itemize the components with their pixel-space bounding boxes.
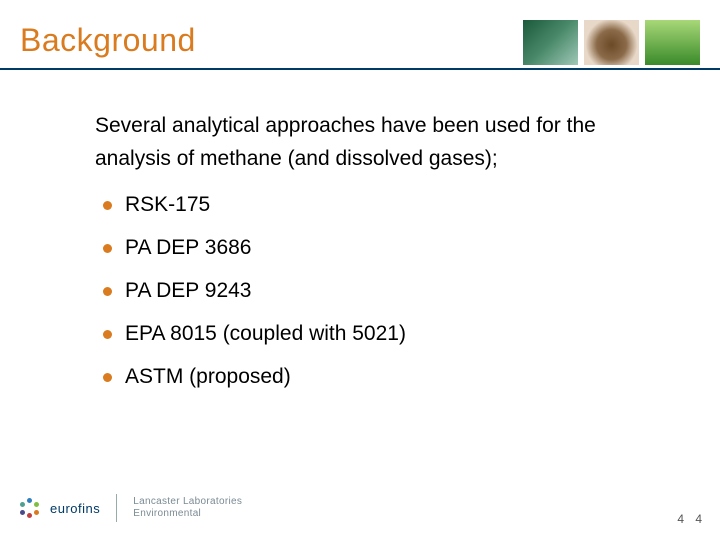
footer-divider xyxy=(116,494,117,522)
list-item: PA DEP 3686 xyxy=(95,236,635,260)
footer-subtext: Lancaster Laboratories Environmental xyxy=(133,496,242,521)
page-number-left: 4 xyxy=(677,512,684,526)
list-item: RSK-175 xyxy=(95,193,635,217)
thumb-grass xyxy=(645,20,700,65)
footer-sub-line2: Environmental xyxy=(133,508,242,521)
footer-sub-line1: Lancaster Laboratories xyxy=(133,496,242,509)
slide-body: Several analytical approaches have been … xyxy=(95,110,635,408)
list-item: PA DEP 9243 xyxy=(95,279,635,303)
footer-logo: eurofins Lancaster Laboratories Environm… xyxy=(20,494,242,522)
bullet-list: RSK-175 PA DEP 3686 PA DEP 9243 EPA 8015… xyxy=(95,193,635,389)
page-title: Background xyxy=(20,22,196,59)
intro-text: Several analytical approaches have been … xyxy=(95,110,635,175)
page-number-right: 4 xyxy=(695,512,702,526)
list-item: ASTM (proposed) xyxy=(95,365,635,389)
eurofins-mark-icon xyxy=(20,498,40,518)
list-item: EPA 8015 (coupled with 5021) xyxy=(95,322,635,346)
header-thumbnails xyxy=(523,20,700,65)
slide: Background Several analytical approaches… xyxy=(0,0,720,540)
title-underline xyxy=(0,68,720,70)
thumb-soil xyxy=(584,20,639,65)
thumb-waterfall xyxy=(523,20,578,65)
footer-brand: eurofins xyxy=(50,501,100,516)
